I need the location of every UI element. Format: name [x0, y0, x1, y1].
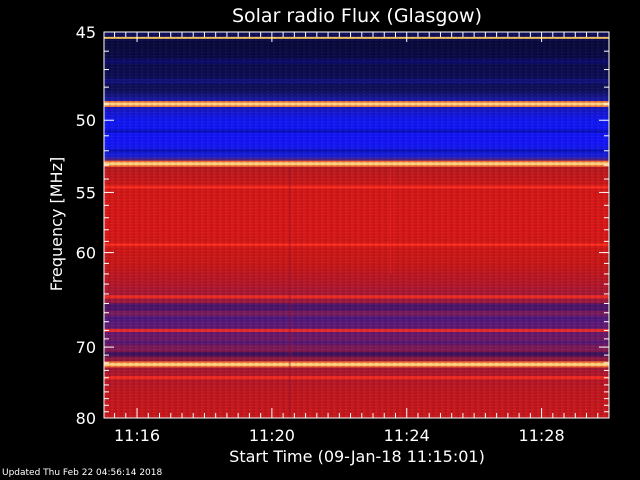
y-tick-label: 70 — [76, 338, 96, 357]
y-tick-label: 80 — [76, 409, 96, 428]
y-tick-label: 50 — [76, 111, 96, 130]
updated-timestamp: Updated Thu Feb 22 04:56:14 2018 — [2, 468, 163, 478]
y-tick-label: 45 — [76, 23, 96, 42]
plot-area — [103, 31, 610, 419]
x-tick-label: 11:28 — [519, 426, 565, 445]
x-tick-label: 11:20 — [249, 426, 295, 445]
y-tick-label: 55 — [76, 183, 96, 202]
y-tick-label: 60 — [76, 244, 96, 263]
y-axis-label: Frequency [MHz] — [47, 157, 66, 291]
chart-title: Solar radio Flux (Glasgow) — [232, 5, 482, 27]
x-tick-label: 11:24 — [384, 426, 430, 445]
axis-ticks: 45 50 55 60 70 80 11:16 11:20 11:24 11:28 — [76, 23, 610, 445]
x-axis-label: Start Time (09-Jan-18 11:15:01) — [229, 447, 485, 466]
plot-frame — [103, 31, 610, 419]
x-tick-label: 11:16 — [114, 426, 160, 445]
heatmap-texture — [104, 32, 609, 418]
